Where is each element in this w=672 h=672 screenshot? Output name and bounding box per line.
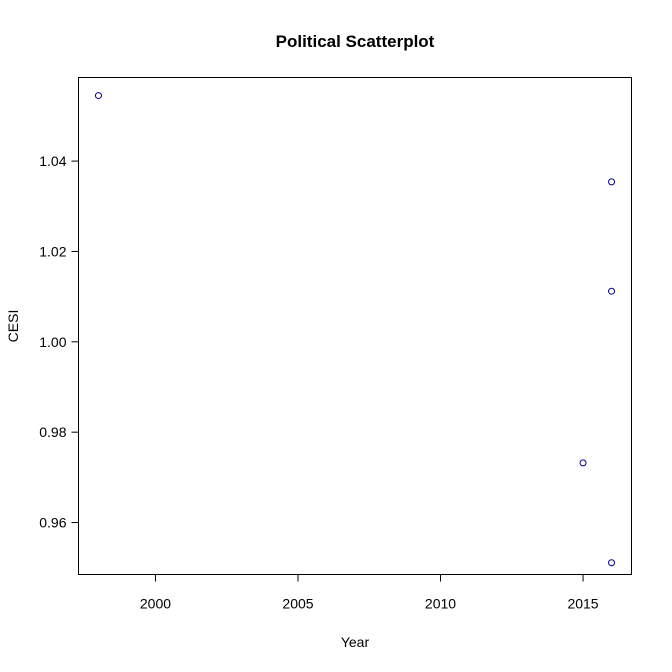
- data-point: [608, 178, 616, 186]
- x-tick-label: 2005: [282, 596, 313, 612]
- x-tick-label: 2015: [567, 596, 598, 612]
- x-axis: 2000 2005 2010 2015: [140, 574, 599, 612]
- data-point: [94, 92, 102, 100]
- chart-title: Political Scatterplot: [276, 32, 435, 51]
- y-tick-label: 0.98: [39, 424, 66, 440]
- data-points: [94, 92, 616, 567]
- x-axis-label: Year: [341, 634, 370, 650]
- data-point: [579, 459, 587, 467]
- y-tick-label: 0.96: [39, 515, 66, 531]
- y-tick-label: 1.00: [39, 334, 66, 350]
- x-tick-label: 2010: [425, 596, 456, 612]
- x-tick-label: 2000: [140, 596, 171, 612]
- plot-frame: [78, 77, 632, 575]
- data-point: [608, 287, 616, 295]
- y-axis: 0.96 0.98 1.00 1.02 1.04: [39, 153, 79, 531]
- y-tick-label: 1.02: [39, 243, 66, 259]
- y-axis-label: CESI: [5, 310, 21, 343]
- data-point: [608, 559, 616, 567]
- y-tick-label: 1.04: [39, 153, 66, 169]
